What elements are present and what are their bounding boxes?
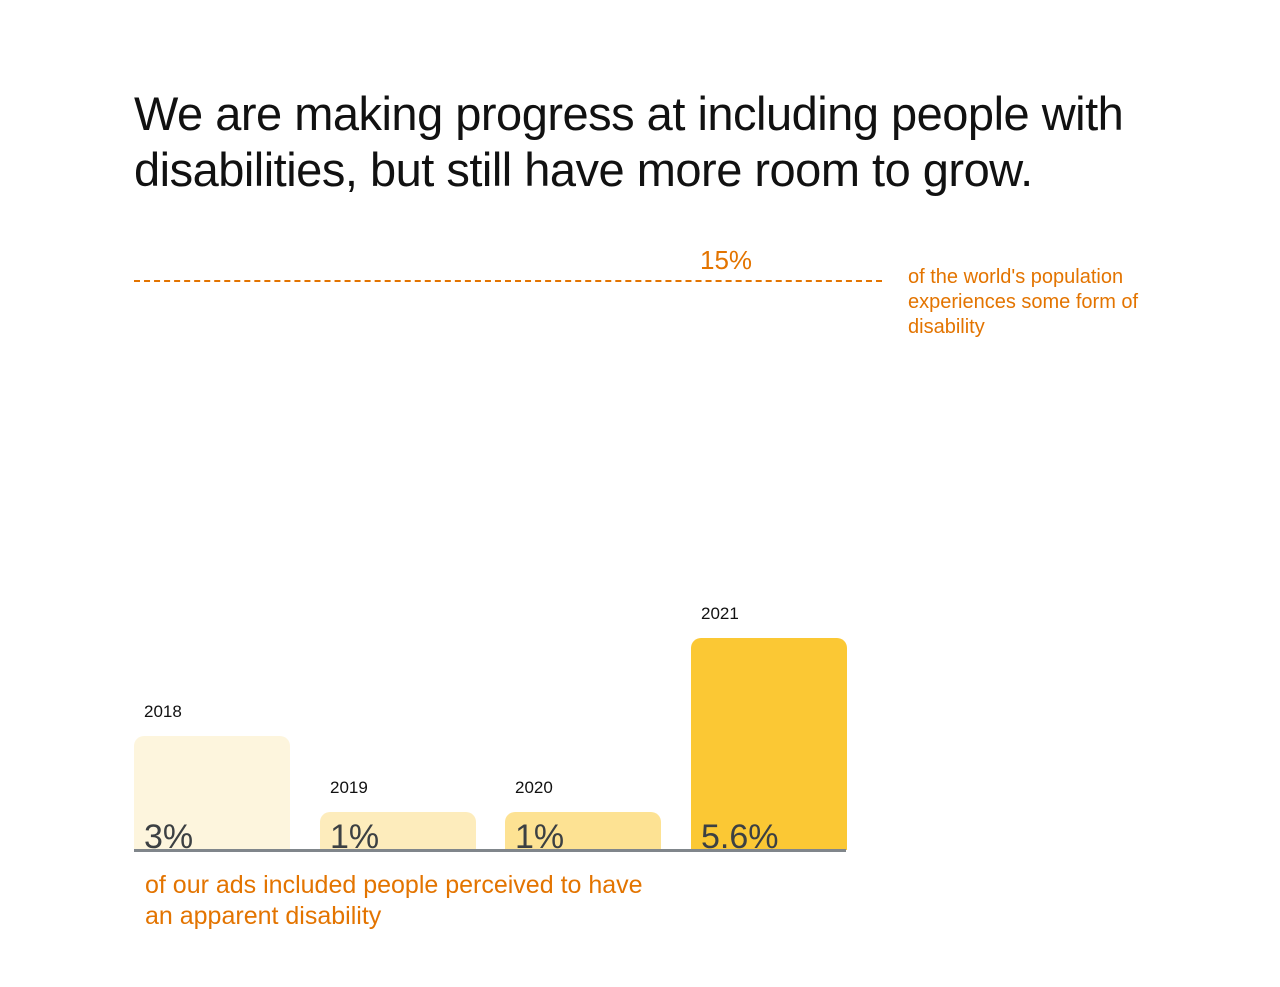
chart-title: We are making progress at including peop… xyxy=(134,87,1124,196)
chart-caption: of our ads included people perceived to … xyxy=(145,871,643,930)
bar-2018 xyxy=(134,736,290,850)
value-label: 5.6% xyxy=(701,818,779,856)
x-axis xyxy=(134,849,846,852)
value-label: 3% xyxy=(144,818,194,856)
reference-value: 15% xyxy=(700,245,753,275)
bar-2021 xyxy=(691,638,847,850)
reference-description: of the world's population experiences so… xyxy=(908,266,1139,338)
year-label: 2018 xyxy=(144,702,182,721)
value-label: 1% xyxy=(330,818,380,856)
value-label: 1% xyxy=(515,818,565,856)
year-label: 2019 xyxy=(330,778,368,797)
reference-line xyxy=(134,280,882,282)
bar-2019 xyxy=(320,812,476,850)
year-label: 2020 xyxy=(515,778,553,797)
year-label: 2021 xyxy=(701,604,739,623)
bar-2020 xyxy=(505,812,661,850)
